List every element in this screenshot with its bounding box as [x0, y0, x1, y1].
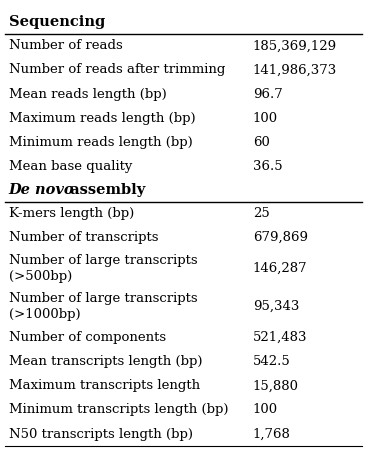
Text: Sequencing: Sequencing — [9, 15, 105, 29]
Text: Number of reads: Number of reads — [9, 39, 123, 52]
Text: N50 transcripts length (bp): N50 transcripts length (bp) — [9, 427, 193, 440]
Text: Number of components: Number of components — [9, 331, 166, 344]
Text: 96.7: 96.7 — [253, 88, 283, 101]
Text: Minimum reads length (bp): Minimum reads length (bp) — [9, 136, 192, 149]
Text: assembly: assembly — [65, 183, 145, 197]
Text: 185,369,129: 185,369,129 — [253, 39, 337, 52]
Text: 100: 100 — [253, 404, 278, 417]
Text: Mean base quality: Mean base quality — [9, 160, 132, 173]
Text: Minimum transcripts length (bp): Minimum transcripts length (bp) — [9, 404, 228, 417]
Text: 542.5: 542.5 — [253, 355, 290, 368]
Text: 141,986,373: 141,986,373 — [253, 63, 337, 76]
Text: 521,483: 521,483 — [253, 331, 307, 344]
Text: 1,768: 1,768 — [253, 427, 291, 440]
Text: Mean transcripts length (bp): Mean transcripts length (bp) — [9, 355, 202, 368]
Text: Number of large transcripts
(>500bp): Number of large transcripts (>500bp) — [9, 254, 197, 283]
Text: 25: 25 — [253, 207, 269, 220]
Text: K-mers length (bp): K-mers length (bp) — [9, 207, 134, 220]
Text: Maximum transcripts length: Maximum transcripts length — [9, 379, 200, 392]
Text: De novo: De novo — [9, 183, 74, 197]
Text: 36.5: 36.5 — [253, 160, 282, 173]
Text: Number of transcripts: Number of transcripts — [9, 231, 158, 244]
Text: 100: 100 — [253, 112, 278, 124]
Text: Number of reads after trimming: Number of reads after trimming — [9, 63, 225, 76]
Text: 15,880: 15,880 — [253, 379, 299, 392]
Text: 146,287: 146,287 — [253, 262, 307, 275]
Text: Mean reads length (bp): Mean reads length (bp) — [9, 88, 166, 101]
Text: 95,343: 95,343 — [253, 300, 299, 313]
Text: 679,869: 679,869 — [253, 231, 308, 244]
Text: Number of large transcripts
(>1000bp): Number of large transcripts (>1000bp) — [9, 292, 197, 321]
Text: 60: 60 — [253, 136, 270, 149]
Text: Maximum reads length (bp): Maximum reads length (bp) — [9, 112, 195, 124]
